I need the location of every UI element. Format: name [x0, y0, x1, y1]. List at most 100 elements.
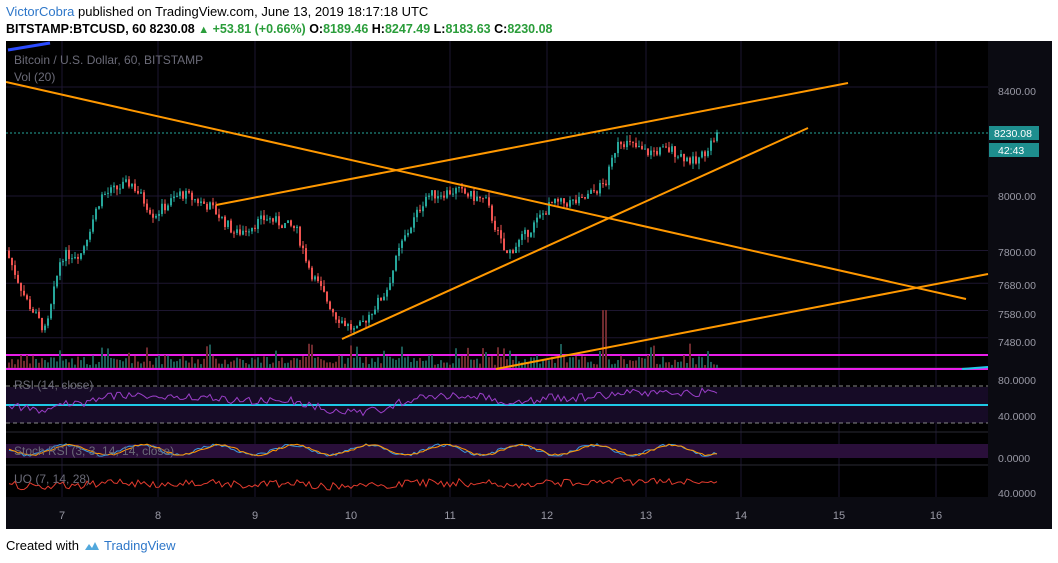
candle-body	[119, 188, 121, 190]
candle-body	[149, 209, 151, 214]
volume-bar	[554, 362, 556, 368]
volume-bar	[383, 350, 385, 368]
candle-body	[101, 194, 103, 207]
candle-body	[212, 202, 214, 206]
candle-body	[497, 229, 499, 231]
candle-body	[455, 188, 457, 194]
volume-bar	[620, 355, 622, 368]
candle-body	[716, 132, 718, 141]
volume-bar	[98, 361, 100, 368]
candle-body	[302, 245, 304, 249]
candle-body	[245, 230, 247, 232]
time-tick-label: 8	[155, 510, 161, 522]
volume-bar	[359, 357, 361, 368]
volume-bar	[449, 364, 451, 368]
candle-body	[446, 190, 448, 198]
candle-body	[566, 203, 568, 207]
trendlines[interactable]	[6, 41, 989, 370]
volume-bar	[602, 310, 604, 368]
volume-bar	[347, 357, 349, 368]
candle-body	[662, 146, 664, 148]
candle-body	[242, 230, 244, 235]
volume-bar	[458, 358, 460, 368]
candle-body	[692, 156, 694, 164]
volume-bar	[200, 364, 202, 368]
candle-body	[611, 157, 613, 167]
volume-bar	[218, 363, 220, 368]
candle-body	[239, 229, 241, 235]
volume-bar	[617, 360, 619, 368]
candle-body	[596, 191, 598, 194]
volume-bar	[365, 356, 367, 368]
high-value: 8247.49	[384, 22, 431, 36]
volume-bar	[89, 364, 91, 368]
volume-bar	[512, 359, 514, 368]
candle-body	[323, 286, 325, 292]
author-link[interactable]: VictorCobra	[6, 4, 75, 19]
volume-bar	[317, 356, 319, 368]
price-chart[interactable]: Bitcoin / U.S. Dollar, 60, BITSTAMP Vol …	[6, 41, 1052, 529]
volume-bar	[572, 357, 574, 368]
uo-line	[8, 477, 718, 491]
candle-body	[44, 325, 46, 331]
candle-body	[401, 240, 403, 248]
candle-body	[350, 324, 352, 330]
candle-body	[179, 191, 181, 196]
candle-body	[74, 256, 76, 259]
candle-body	[50, 304, 52, 319]
price-tick-label: 8000.00	[998, 191, 1036, 203]
volume-bar	[308, 343, 310, 368]
volume-bar	[479, 363, 481, 368]
volume-bar	[29, 363, 31, 368]
candle-body	[215, 205, 217, 215]
last-price: 8230.08	[149, 22, 195, 36]
candle-body	[551, 202, 553, 204]
stoch-rsi-label: Stoch RSI (3, 3, 14, 14, close)	[14, 444, 174, 458]
volume-bar	[170, 359, 172, 368]
volume-bar	[296, 358, 298, 368]
candle-body	[404, 235, 406, 241]
volume-bar	[374, 361, 376, 368]
rsi-line	[8, 387, 718, 417]
candle-body	[386, 289, 388, 297]
rsi-tick-label: 80.0000	[998, 375, 1036, 387]
candle-body	[11, 257, 13, 266]
high-label: H:	[371, 22, 385, 36]
tradingview-link[interactable]: TradingView	[83, 538, 176, 553]
candle-body	[479, 196, 481, 199]
candle-body	[284, 223, 286, 229]
volume-bar	[686, 362, 688, 368]
time-axis: 7 8 9 10 11 12 13 14 15 16	[59, 510, 942, 522]
volume-bar	[269, 364, 271, 368]
candle-body	[599, 183, 601, 194]
volume-bar	[290, 360, 292, 368]
candle-body	[209, 202, 211, 210]
volume-bar	[680, 361, 682, 368]
volume-bar	[668, 362, 670, 368]
candle-body	[155, 215, 157, 218]
volume-bar	[155, 357, 157, 368]
volume-bar	[341, 355, 343, 368]
volume-bar	[566, 362, 568, 368]
volume-bar	[563, 355, 565, 368]
candle-body	[686, 157, 688, 162]
candle-body	[14, 265, 16, 275]
publish-info: VictorCobra published on TradingView.com…	[6, 4, 428, 19]
price-tick-label: 7580.00	[998, 309, 1036, 321]
candle-body	[122, 181, 124, 189]
candle-body	[545, 213, 547, 215]
volume-bar	[404, 357, 406, 368]
volume-bar	[710, 361, 712, 368]
volume-bar	[491, 356, 493, 368]
stoch-tick-label: 0.0000	[998, 453, 1030, 465]
candle-body	[557, 199, 559, 202]
volume-bar	[116, 359, 118, 368]
tradingview-brand: TradingView	[103, 538, 176, 553]
volume-bar	[644, 358, 646, 368]
volume-bar	[38, 362, 40, 368]
volume-bar	[671, 364, 673, 368]
volume-bar	[557, 356, 559, 368]
volume-bar	[59, 350, 61, 368]
candle-body	[617, 141, 619, 154]
candle-body	[98, 206, 100, 209]
